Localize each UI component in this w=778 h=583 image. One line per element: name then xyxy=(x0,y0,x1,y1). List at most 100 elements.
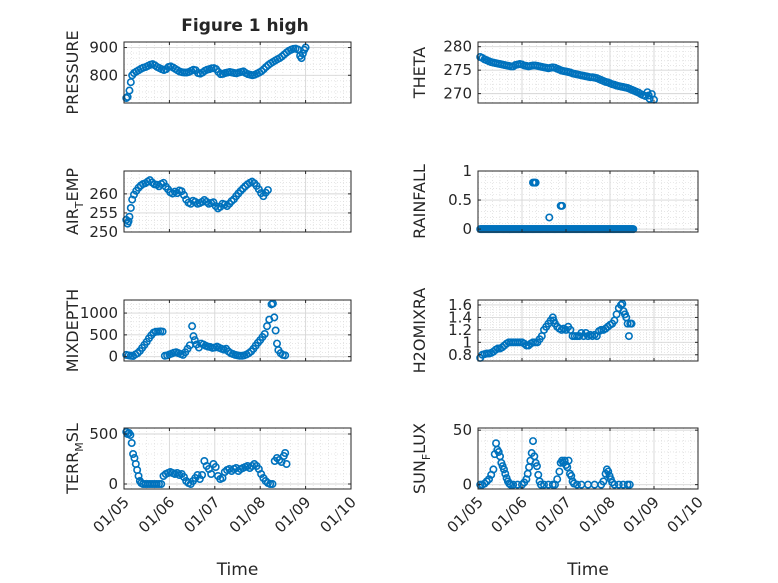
axes-box xyxy=(477,299,699,362)
x-tick-label: 01/08 xyxy=(576,493,619,536)
data-point xyxy=(263,322,272,331)
y-axis-label: SUNFLUX xyxy=(410,423,433,494)
series-markers xyxy=(476,53,658,104)
data-point xyxy=(122,94,131,103)
x-axis-label: Time xyxy=(216,560,259,580)
data-point xyxy=(157,479,166,488)
x-tick-label: 01/07 xyxy=(532,493,575,536)
data-point xyxy=(259,65,268,74)
data-point xyxy=(625,480,634,489)
y-tick-label: 1.2 xyxy=(448,321,472,339)
y-axis-label: AIRTEMP xyxy=(63,168,86,235)
data-point xyxy=(505,479,514,488)
y-tick-label: 800 xyxy=(89,66,118,84)
x-tick-label: 01/08 xyxy=(226,493,269,536)
data-point xyxy=(489,465,498,474)
y-tick-label: 280 xyxy=(443,38,472,56)
y-tick-label: 50 xyxy=(453,421,472,439)
data-point xyxy=(499,465,508,474)
data-point xyxy=(129,449,138,458)
data-point xyxy=(125,212,134,221)
data-point xyxy=(545,213,554,222)
data-point xyxy=(572,480,581,489)
y-tick-label: 1 xyxy=(462,162,472,180)
y-axis-label: RAINFALL xyxy=(410,164,429,239)
data-point xyxy=(553,475,562,484)
y-tick-label: 0.8 xyxy=(448,346,472,364)
subplot-1: 800 900 PRESSURE xyxy=(63,30,352,115)
data-point xyxy=(480,479,489,488)
x-tick-label: 01/09 xyxy=(620,493,663,536)
data-point xyxy=(558,201,567,210)
data-point xyxy=(282,459,291,468)
x-tick-label: 01/06 xyxy=(135,493,178,536)
data-point xyxy=(158,327,167,336)
data-point xyxy=(124,217,133,226)
series-markers xyxy=(122,427,291,488)
data-point xyxy=(509,480,518,489)
data-point xyxy=(623,319,632,328)
subplot-4: 0 0.5 1 RAINFALL xyxy=(410,162,699,239)
data-point xyxy=(484,475,493,484)
data-point xyxy=(604,467,613,476)
y-tick-label: 1000 xyxy=(80,304,118,322)
y-axis-label: H2OMIXRA xyxy=(410,288,429,374)
x-tick-label: 01/05 xyxy=(90,493,133,536)
subplot-7: 0 500 01/05 01/06 01/07 01/08 01/09 01/10 Time TE… xyxy=(63,423,360,580)
data-point xyxy=(528,437,537,446)
axes-box xyxy=(123,299,352,362)
data-point xyxy=(610,480,619,489)
grid xyxy=(477,42,699,103)
data-point xyxy=(207,469,216,478)
y-tick-label: 255 xyxy=(89,204,118,222)
y-tick-label: 0 xyxy=(462,476,472,494)
data-point xyxy=(128,195,137,204)
series-markers xyxy=(476,299,636,362)
figure-title: Figure 1 high xyxy=(181,16,309,36)
y-tick-label: 260 xyxy=(89,185,118,203)
axes-box xyxy=(123,41,352,104)
data-point xyxy=(513,480,522,489)
axes-box xyxy=(123,427,352,490)
data-point xyxy=(297,54,306,63)
y-axis-label: PRESSURE xyxy=(63,30,82,114)
y-tick-label: 500 xyxy=(89,326,118,344)
data-point xyxy=(281,351,290,360)
data-point xyxy=(134,471,143,480)
data-point xyxy=(536,480,545,489)
y-tick-label: 1.6 xyxy=(448,296,472,314)
data-point xyxy=(126,203,135,212)
data-point xyxy=(189,332,198,341)
series-markers xyxy=(122,176,272,228)
y-tick-label: 1.4 xyxy=(448,308,472,326)
y-axis-label: MIXDEPTH xyxy=(63,289,82,372)
data-point xyxy=(624,332,633,341)
data-point xyxy=(263,186,272,195)
axes-box xyxy=(477,41,699,104)
data-point xyxy=(179,472,188,481)
data-point xyxy=(531,178,540,187)
x-tick-label: 01/10 xyxy=(317,493,360,536)
y-tick-label: 0 xyxy=(108,475,118,493)
data-point xyxy=(270,313,279,322)
series-markers xyxy=(122,43,310,103)
y-tick-label: 250 xyxy=(89,223,118,241)
y-tick-label: 270 xyxy=(443,85,472,103)
axes-box xyxy=(123,170,352,233)
y-axis-label: THETA xyxy=(410,47,429,99)
data-point xyxy=(539,480,548,489)
data-point xyxy=(126,430,135,439)
x-tick-label: 01/07 xyxy=(180,493,223,536)
data-point xyxy=(501,469,510,478)
data-point xyxy=(482,477,491,486)
axes-box xyxy=(477,427,699,490)
data-point xyxy=(188,322,197,331)
data-point xyxy=(555,467,564,476)
data-point xyxy=(281,448,290,457)
y-tick-label: 0 xyxy=(108,348,118,366)
x-axis-label: Time xyxy=(566,560,609,580)
subplot-6: 0.811.21.41.6 H2OMIXRA xyxy=(410,288,699,374)
data-point xyxy=(560,456,569,465)
